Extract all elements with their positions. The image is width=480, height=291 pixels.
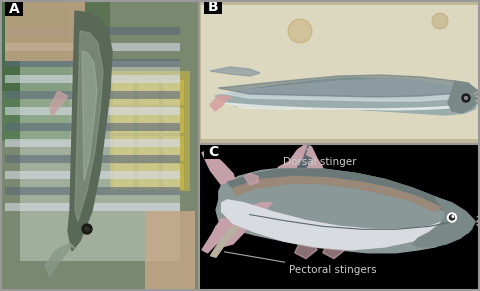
Bar xyxy=(137,135,159,161)
Bar xyxy=(5,59,180,67)
Text: Pectoral stingers: Pectoral stingers xyxy=(224,252,377,275)
Bar xyxy=(145,211,195,291)
Polygon shape xyxy=(295,241,317,259)
Polygon shape xyxy=(210,226,239,257)
Polygon shape xyxy=(219,182,239,218)
Circle shape xyxy=(82,224,92,234)
Polygon shape xyxy=(82,51,97,181)
Bar xyxy=(5,155,180,163)
Polygon shape xyxy=(278,144,323,168)
Bar xyxy=(137,163,159,189)
Bar xyxy=(5,139,180,147)
Bar xyxy=(5,1,85,61)
Bar xyxy=(5,91,180,99)
Bar xyxy=(5,107,180,115)
Polygon shape xyxy=(413,197,474,247)
Polygon shape xyxy=(210,96,232,111)
Circle shape xyxy=(85,227,89,231)
Polygon shape xyxy=(50,91,68,116)
Polygon shape xyxy=(298,156,312,168)
Circle shape xyxy=(288,19,312,43)
Polygon shape xyxy=(218,75,470,97)
Bar xyxy=(137,107,159,133)
Polygon shape xyxy=(448,81,478,113)
Bar xyxy=(0,0,110,91)
Bar xyxy=(5,27,180,35)
Polygon shape xyxy=(202,150,236,185)
Bar xyxy=(199,0,480,144)
Polygon shape xyxy=(215,78,478,115)
Circle shape xyxy=(449,215,455,220)
Bar xyxy=(162,163,184,189)
Bar xyxy=(5,43,180,51)
Bar xyxy=(20,61,180,261)
Bar xyxy=(137,79,159,105)
Bar xyxy=(5,75,180,83)
Polygon shape xyxy=(202,214,233,253)
Bar xyxy=(199,144,480,291)
Bar xyxy=(110,71,190,191)
Polygon shape xyxy=(233,176,441,212)
Bar xyxy=(201,5,478,139)
Bar xyxy=(112,79,134,105)
Polygon shape xyxy=(216,168,474,253)
Polygon shape xyxy=(225,103,474,110)
Polygon shape xyxy=(68,11,112,251)
Circle shape xyxy=(465,97,468,100)
Bar xyxy=(162,135,184,161)
Polygon shape xyxy=(222,200,446,250)
Polygon shape xyxy=(45,243,75,276)
Bar xyxy=(162,79,184,105)
Text: B: B xyxy=(208,0,218,14)
Bar xyxy=(0,0,70,141)
Bar xyxy=(112,107,134,133)
Text: A: A xyxy=(9,2,19,16)
Bar xyxy=(162,107,184,133)
Bar xyxy=(112,135,134,161)
Circle shape xyxy=(447,213,456,222)
Polygon shape xyxy=(323,241,345,259)
Polygon shape xyxy=(228,168,466,221)
Text: Dorsal stinger: Dorsal stinger xyxy=(283,148,357,167)
Bar xyxy=(204,0,222,14)
Bar xyxy=(5,2,23,16)
Polygon shape xyxy=(210,203,272,247)
Bar xyxy=(112,163,134,189)
Bar xyxy=(5,203,180,211)
Circle shape xyxy=(432,13,448,29)
Bar xyxy=(5,123,180,131)
Bar xyxy=(0,0,199,291)
Polygon shape xyxy=(75,31,103,221)
Circle shape xyxy=(462,94,470,102)
Polygon shape xyxy=(210,67,260,76)
Text: C: C xyxy=(208,145,218,159)
Bar xyxy=(204,145,222,159)
Bar xyxy=(5,187,180,195)
Bar xyxy=(5,171,180,179)
Circle shape xyxy=(452,216,454,217)
Polygon shape xyxy=(220,79,472,101)
Polygon shape xyxy=(244,173,258,185)
